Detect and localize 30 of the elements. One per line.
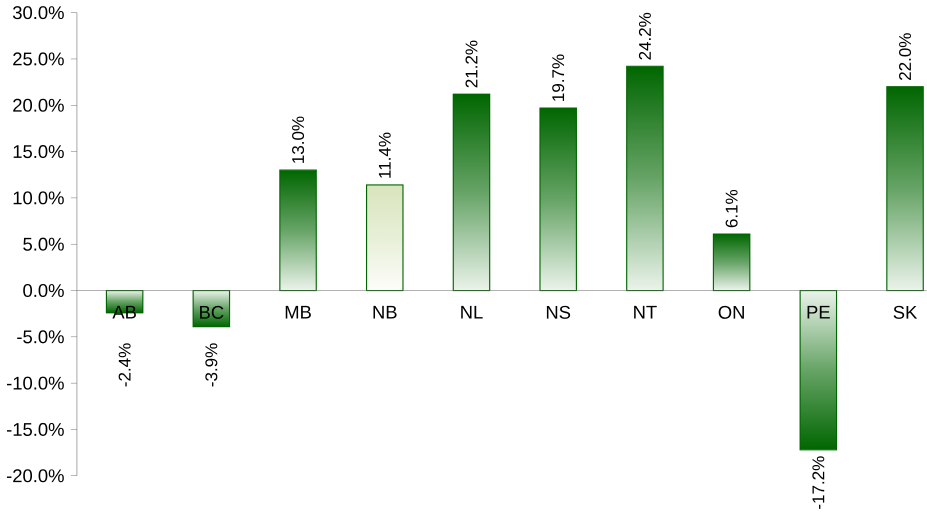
y-tick-label: 25.0%	[13, 52, 64, 66]
data-label: 22.0%	[899, 33, 912, 80]
y-tick-label: 20.0%	[13, 98, 64, 112]
x-tick-label: SK	[894, 306, 918, 319]
y-tick-label: 30.0%	[12, 6, 64, 20]
x-tick-label: PE	[808, 306, 830, 318]
x-tick-label: NL	[461, 306, 483, 318]
x-tick-label: NB	[373, 306, 397, 318]
data-label: -2.4%	[118, 343, 131, 386]
y-tick-label: 15.0%	[14, 144, 64, 158]
data-label: -17.2%	[812, 456, 824, 509]
y-tick-label: 0.0%	[23, 284, 64, 297]
data-label: 13.0%	[292, 116, 304, 163]
data-label: 21.2%	[466, 40, 478, 88]
data-label: -3.9%	[205, 343, 218, 386]
y-tick-label: 10.0%	[14, 191, 64, 204]
x-tick-label: MB	[286, 306, 311, 318]
y-tick-label: -15.0%	[6, 422, 64, 436]
y-tick-label: 5.0%	[23, 238, 64, 251]
x-tick-label: ON	[718, 306, 744, 319]
data-label: 24.2%	[638, 12, 651, 60]
x-tick-label: NT	[634, 306, 657, 318]
x-tick-label: NS	[546, 306, 570, 319]
data-label: 11.4%	[378, 132, 391, 178]
y-tick-label: -20.0%	[6, 469, 64, 482]
data-label: 6.1%	[726, 190, 738, 228]
x-tick-label: BC	[200, 306, 224, 319]
y-tick-label: -10.0%	[6, 376, 64, 390]
data-label: 19.7%	[552, 54, 564, 101]
y-tick-label: -5.0%	[17, 330, 64, 344]
